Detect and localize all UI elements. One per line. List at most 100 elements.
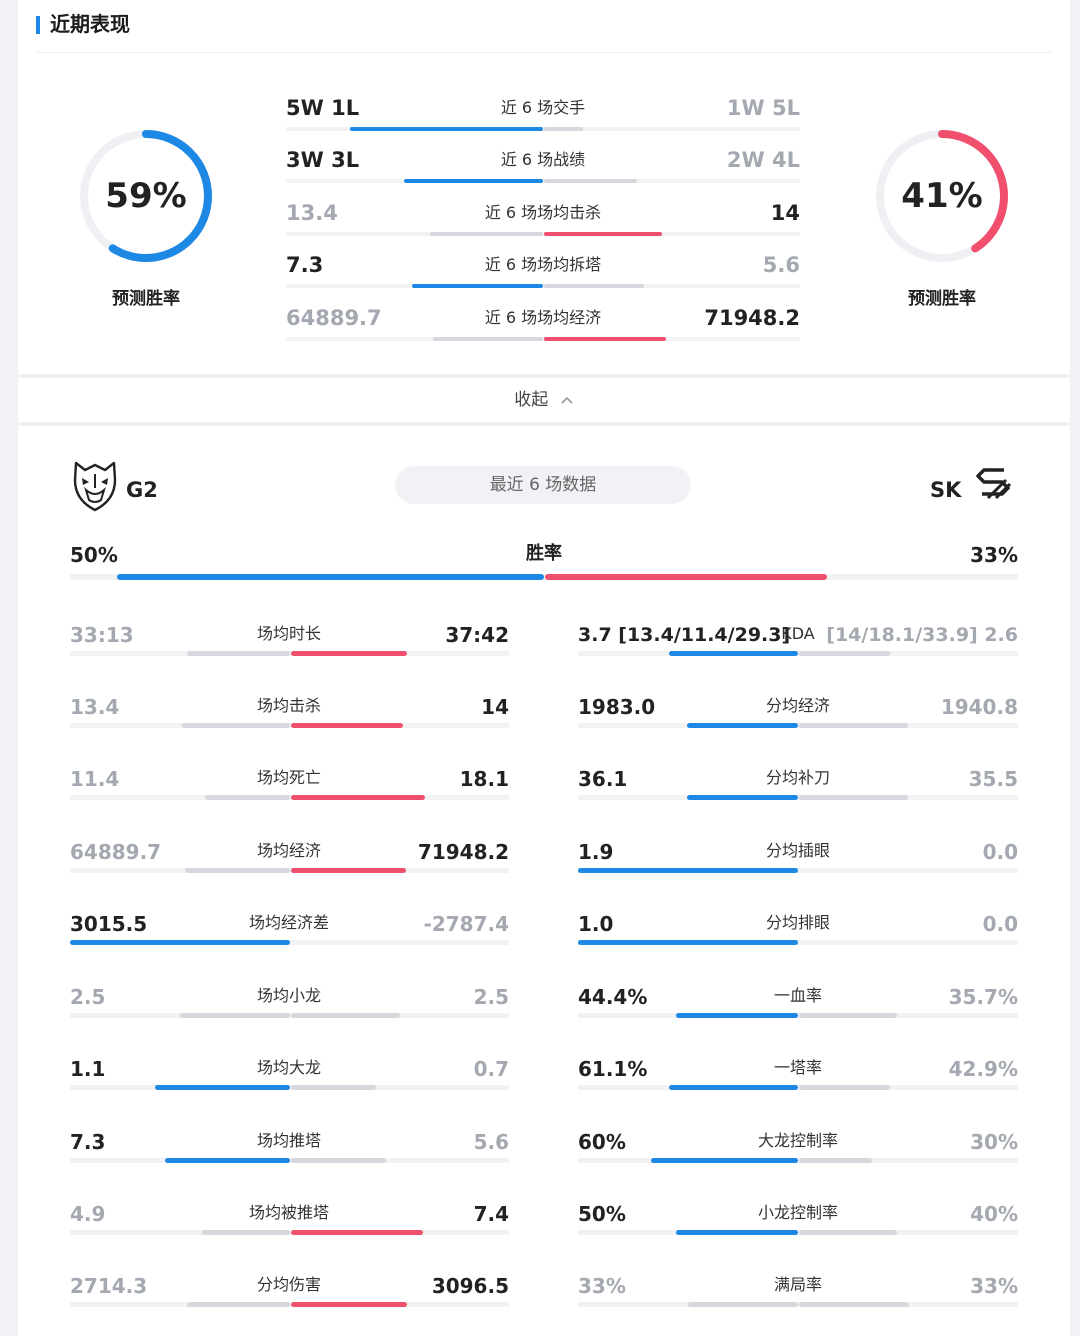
stat-row: 3015.5 场均经济差 -2787.4 [70, 909, 509, 969]
stat-label: 场均经济差 [248, 913, 329, 932]
team-stats-card: G2 最近 6 场数据 SK 50% 胜率 33% 33:13 场均时长 37:… [18, 426, 1070, 1336]
bar-left-segment [70, 940, 290, 945]
stat-row: 33% 满局率 33% [578, 1271, 1018, 1331]
stat-right-value: 0.7 [473, 1057, 509, 1081]
stat-label: 场均被推塔 [248, 1203, 329, 1222]
stat-row: 60% 大龙控制率 30% [578, 1127, 1018, 1187]
comparison-right-value: 14 [770, 201, 800, 225]
stat-right-value: 37:42 [445, 623, 509, 647]
stat-right-value: 71948.2 [417, 840, 509, 864]
stat-left-value: 11.4 [70, 767, 120, 791]
bar-right-segment [290, 1230, 423, 1235]
stat-bar [578, 723, 1018, 728]
stat-bar [70, 868, 509, 873]
stat-left-value: 1.9 [578, 840, 614, 864]
bar-right-segment [544, 337, 666, 341]
collapse-toggle[interactable]: 收起 [18, 378, 1070, 422]
winrate-bar [70, 574, 1018, 580]
stat-bar [578, 1013, 1018, 1018]
comparison-right-value: 5.6 [762, 253, 800, 277]
stat-row: 1.1 场均大龙 0.7 [70, 1054, 509, 1114]
bar-left-segment [578, 868, 798, 873]
stat-right-value: 40% [970, 1202, 1018, 1226]
stat-row: 11.4 场均死亡 18.1 [70, 764, 509, 824]
stat-left-value: 1.0 [578, 912, 614, 936]
bar-left-segment [182, 723, 290, 728]
stat-left-value: 33% [578, 1274, 626, 1298]
stat-right-value: 30% [970, 1130, 1018, 1154]
stat-bar [578, 1158, 1018, 1163]
stat-left-value: 33:13 [70, 623, 134, 647]
stat-bar [70, 651, 509, 656]
bar-left-segment [668, 1085, 798, 1090]
stat-bar [70, 1302, 509, 1307]
stat-label: KDA [781, 624, 815, 643]
stat-label: 分均排眼 [765, 913, 830, 932]
stat-bar [578, 868, 1018, 873]
bar-left-segment [117, 574, 544, 580]
collapse-label: 收起 [514, 390, 549, 410]
stat-right-value: 5.6 [473, 1130, 509, 1154]
right-team-name: SK [930, 478, 962, 502]
bar-left-segment [165, 1158, 290, 1163]
bar-left-segment [651, 1158, 798, 1163]
stat-left-value: 3.7 [13.4/11.4/29.3] [578, 624, 791, 646]
comparison-label: 近 6 场场均击杀 [484, 203, 602, 222]
comparison-bar [286, 179, 800, 183]
bar-right-segment [290, 1085, 376, 1090]
stat-label: 场均小龙 [256, 986, 321, 1005]
right-win-probability-ring: 41% [874, 128, 1010, 264]
comparison-label: 近 6 场交手 [500, 98, 586, 117]
winrate-row: 50% 胜率 33% [70, 540, 1018, 600]
stat-right-value: 1940.8 [940, 695, 1018, 719]
comparison-bar [286, 337, 800, 341]
bar-left-segment [186, 651, 290, 656]
bar-right-segment [799, 1230, 897, 1235]
stat-right-value: 0.0 [982, 840, 1018, 864]
stat-row: 50% 小龙控制率 40% [578, 1199, 1018, 1259]
stat-right-value: 2.5 [473, 985, 509, 1009]
collapse-button[interactable]: 收起 [18, 378, 1070, 422]
comparison-label: 近 6 场场均经济 [484, 308, 602, 327]
bar-left-segment [185, 868, 290, 873]
stat-row: 2714.3 分均伤害 3096.5 [70, 1271, 509, 1331]
bar-right-segment [799, 651, 890, 656]
stat-label: 场均推塔 [256, 1131, 321, 1150]
stat-left-value: 60% [578, 1130, 626, 1154]
stat-row: 1983.0 分均经济 1940.8 [578, 692, 1018, 752]
stat-bar [578, 1302, 1018, 1307]
stat-right-value: 42.9% [948, 1057, 1018, 1081]
bar-right-segment [544, 284, 645, 288]
stat-label: 分均补刀 [765, 768, 830, 787]
comparison-row: 13.4 近 6 场场均击杀 14 [286, 199, 800, 251]
stat-label: 场均死亡 [256, 768, 321, 787]
stat-row: 7.3 场均推塔 5.6 [70, 1127, 509, 1187]
bar-left-segment [204, 795, 290, 800]
stat-bar [578, 1230, 1018, 1235]
stat-row: 4.9 场均被推塔 7.4 [70, 1199, 509, 1259]
bar-right-segment [290, 651, 408, 656]
stat-right-value: 33% [970, 1274, 1018, 1298]
stat-bar [70, 723, 509, 728]
stat-label: 场均击杀 [256, 696, 321, 715]
stat-left-value: 13.4 [70, 695, 120, 719]
bar-left-segment [686, 723, 798, 728]
stat-label: 场均大龙 [256, 1058, 321, 1077]
stat-row: 2.5 场均小龙 2.5 [70, 982, 509, 1042]
right-ring-chart [876, 130, 1008, 262]
bar-right-segment [544, 127, 583, 131]
bar-left-segment [429, 232, 543, 236]
stat-row: 64889.7 场均经济 71948.2 [70, 837, 509, 897]
stat-right-value: 14 [481, 695, 509, 719]
stat-right-value: 35.5 [968, 767, 1018, 791]
stat-right-value: -2787.4 [423, 912, 509, 936]
right-win-probability-label: 预测胜率 [908, 289, 976, 309]
stat-left-value: 61.1% [578, 1057, 648, 1081]
bar-left-segment [350, 127, 543, 131]
stat-row: 33:13 场均时长 37:42 [70, 620, 509, 680]
section-divider [36, 52, 1052, 53]
stat-left-value: 7.3 [70, 1130, 106, 1154]
bar-left-segment [688, 1302, 798, 1307]
stat-left-value: 64889.7 [70, 840, 162, 864]
stat-left-value: 1.1 [70, 1057, 106, 1081]
